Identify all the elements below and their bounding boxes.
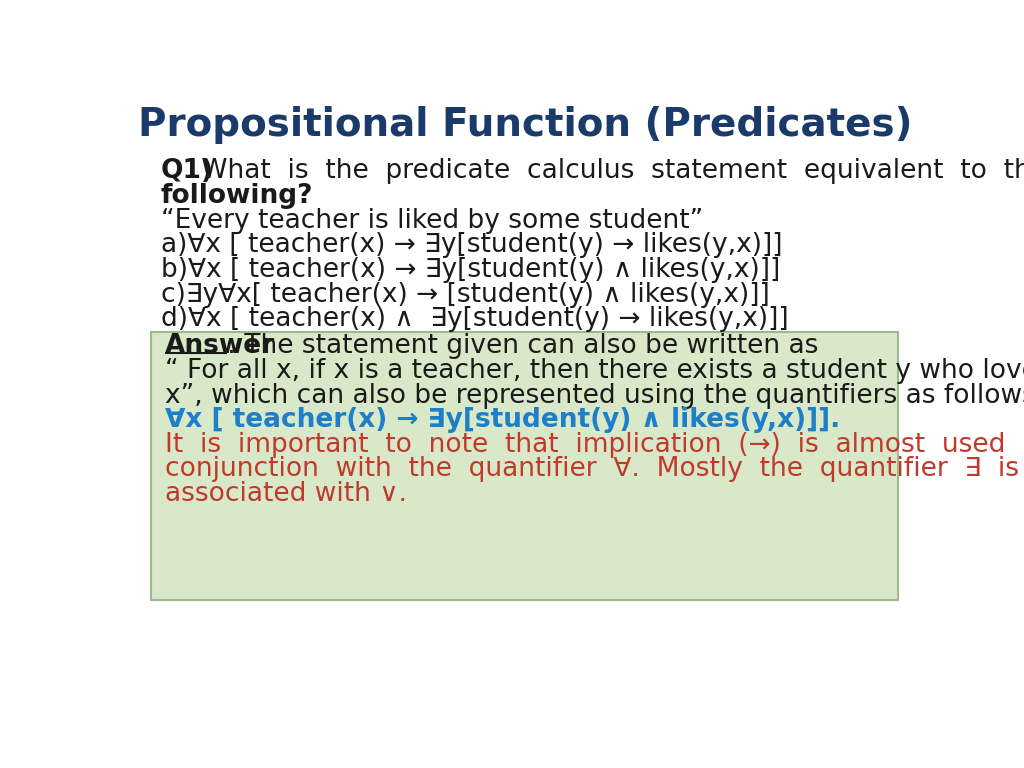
Text: : The statement given can also be written as: : The statement given can also be writte…: [227, 333, 818, 359]
Text: Q1): Q1): [161, 158, 214, 184]
Text: What  is  the  predicate  calculus  statement  equivalent  to  the: What is the predicate calculus statement…: [194, 158, 1024, 184]
Text: conjunction  with  the  quantifier  ∀.  Mostly  the  quantifier  ∃  is: conjunction with the quantifier ∀. Mostl…: [165, 456, 1019, 482]
Text: associated with ∨.: associated with ∨.: [165, 481, 408, 507]
Text: x”, which can also be represented using the quantifiers as follows.: x”, which can also be represented using …: [165, 382, 1024, 409]
Text: a)∀x [ teacher(x) → ∃y[student(y) → likes(y,x)]]: a)∀x [ teacher(x) → ∃y[student(y) → like…: [161, 233, 782, 258]
Text: b)∀x [ teacher(x) → ∃y[student(y) ∧ likes(y,x)]]: b)∀x [ teacher(x) → ∃y[student(y) ∧ like…: [161, 257, 780, 283]
Text: “ For all x, if x is a teacher, then there exists a student y who loves: “ For all x, if x is a teacher, then the…: [165, 358, 1024, 384]
Text: c)∃y∀x[ teacher(x) → [student(y) ∧ likes(y,x)]]: c)∃y∀x[ teacher(x) → [student(y) ∧ likes…: [161, 282, 769, 308]
Text: “Every teacher is liked by some student”: “Every teacher is liked by some student”: [161, 208, 702, 233]
Text: Propositional Function (Predicates): Propositional Function (Predicates): [137, 106, 912, 144]
FancyBboxPatch shape: [152, 333, 898, 601]
Text: It  is  important  to  note  that  implication  (→)  is  almost  used  in: It is important to note that implication…: [165, 432, 1024, 458]
Text: ∀x [ teacher(x) → ∃y[student(y) ∧ likes(y,x)]].: ∀x [ teacher(x) → ∃y[student(y) ∧ likes(…: [165, 407, 841, 433]
Text: d)∀x [ teacher(x) ∧  ∃y[student(y) → likes(y,x)]]: d)∀x [ teacher(x) ∧ ∃y[student(y) → like…: [161, 306, 788, 333]
Text: following?: following?: [161, 183, 313, 209]
Text: Answer: Answer: [165, 333, 275, 359]
